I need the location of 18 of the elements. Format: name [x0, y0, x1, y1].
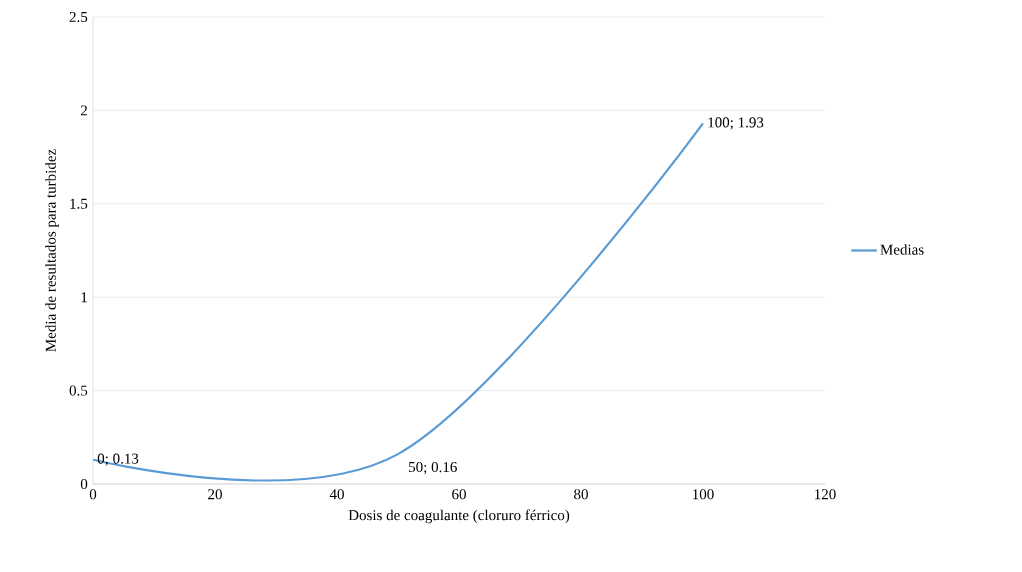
x-tick-label: 80 — [574, 489, 588, 500]
y-tick-label: 2.5 — [69, 11, 88, 23]
y-tick-label: 1.5 — [70, 198, 88, 209]
y-axis-title: Media de resultados para turbidez — [45, 149, 59, 352]
x-axis-title: Dosis de coagulante (cloruro férrico) — [348, 509, 570, 524]
x-tick-label: 120 — [815, 489, 836, 500]
y-tick-label: 0 — [80, 478, 88, 490]
x-tick-label: 60 — [452, 489, 466, 500]
y-tick-label: 2 — [80, 105, 87, 116]
data-label: 50; 0.16 — [409, 461, 457, 475]
x-tick-label: 20 — [208, 489, 222, 500]
x-tick-label: 0 — [89, 489, 97, 500]
y-tick-label: 1 — [81, 292, 87, 303]
data-label: 100; 1.93 — [708, 117, 764, 130]
x-tick-label: 40 — [329, 489, 344, 500]
x-tick-label: 100 — [693, 489, 714, 500]
legend-label: Medias — [880, 244, 924, 255]
y-tick-label: 0.5 — [69, 385, 88, 396]
